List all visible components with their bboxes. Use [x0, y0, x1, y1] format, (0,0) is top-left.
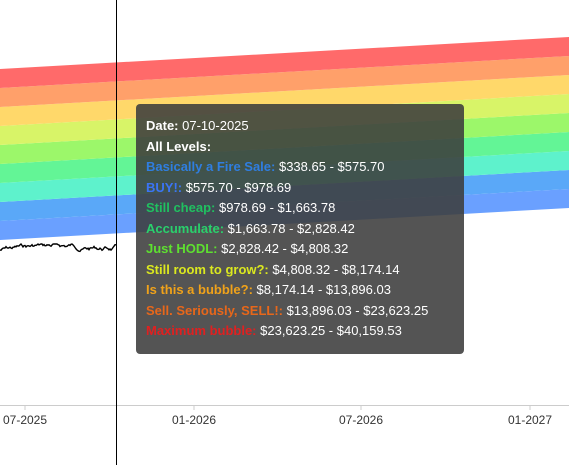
price-line	[0, 242, 117, 253]
tooltip-level-row: BUY!: $575.70 - $978.69	[146, 178, 454, 199]
tooltip-level-row: Just HODL: $2,828.42 - $4,808.32	[146, 239, 454, 260]
tooltip-level-row: Maximum bubble: $23,623.25 - $40,159.53	[146, 321, 454, 342]
tooltip-date-value: 07-10-2025	[182, 118, 249, 133]
tooltip-level-row: Accumulate: $1,663.78 - $2,828.42	[146, 219, 454, 240]
tooltip-level-label: Basically a Fire Sale:	[146, 159, 276, 174]
tooltip-level-label: Still cheap:	[146, 200, 216, 215]
tooltip-level-label: Maximum bubble:	[146, 323, 257, 338]
tooltip-level-row: Still cheap: $978.69 - $1,663.78	[146, 198, 454, 219]
tooltip-level-value: $23,623.25 - $40,159.53	[256, 323, 402, 338]
x-axis: 07-2025 01-2026 07-2026 01-2027	[3, 405, 552, 427]
tooltip-level-label: Just HODL:	[146, 241, 218, 256]
x-tick-label: 07-2026	[339, 413, 383, 427]
tooltip-level-value: $4,808.32 - $8,174.14	[268, 261, 400, 277]
x-tick-label: 01-2027	[508, 413, 552, 427]
tooltip-level-value: $8,174.14 - $13,896.03	[252, 282, 391, 297]
tooltip-date-row: Date: 07-10-2025	[146, 116, 454, 137]
tooltip-level-value: $978.69 - $1,663.78	[215, 200, 336, 215]
band-8	[0, 56, 569, 107]
tooltip-level-value: $2,828.42 - $4,808.32	[217, 241, 349, 256]
tooltip-level-label: Sell. Seriously, SELL!:	[146, 302, 284, 318]
tooltip: Date: 07-10-2025 All Levels: Basically a…	[136, 104, 464, 354]
tooltip-level-row: Still room to grow?: $4,808.32 - $8,174.…	[146, 260, 454, 281]
tooltip-level-value: $13,896.03 - $23,623.25	[283, 302, 429, 318]
tooltip-level-row: Is this a bubble?: $8,174.14 - $13,896.0…	[146, 280, 454, 301]
x-tick-label: 01-2026	[172, 413, 216, 427]
tooltip-level-value: $575.70 - $978.69	[182, 179, 292, 195]
tooltip-level-row: Sell. Seriously, SELL!: $13,896.03 - $23…	[146, 301, 454, 322]
tooltip-level-label: Accumulate:	[146, 220, 225, 236]
tooltip-level-value: $1,663.78 - $2,828.42	[224, 220, 355, 236]
tooltip-level-label: BUY!:	[146, 179, 183, 195]
tooltip-level-label: Is this a bubble?:	[146, 282, 253, 297]
tooltip-date-label: Date:	[146, 118, 179, 133]
tooltip-level-row: Basically a Fire Sale: $338.65 - $575.70	[146, 157, 454, 178]
tooltip-level-value: $338.65 - $575.70	[275, 159, 385, 174]
tooltip-level-label: Still room to grow?:	[146, 261, 269, 277]
tooltip-levels-heading: All Levels:	[146, 138, 212, 154]
tooltip-level-list: Basically a Fire Sale: $338.65 - $575.70…	[146, 157, 454, 342]
band-9	[0, 37, 569, 88]
x-tick-label: 07-2025	[3, 413, 47, 427]
